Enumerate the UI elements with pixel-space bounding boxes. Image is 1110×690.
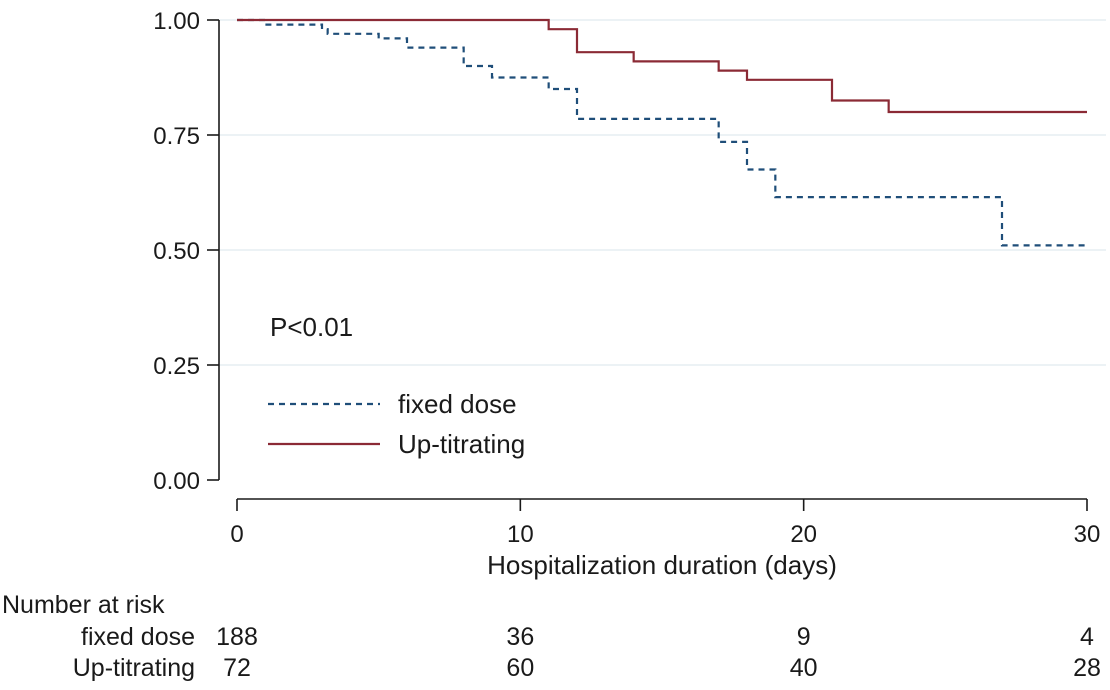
risk-row-label-1: Up-titrating: [73, 654, 195, 682]
risk-value-1-1: 60: [506, 654, 534, 682]
risk-row-label-0: fixed dose: [81, 623, 195, 651]
x-ticks: 0 10 20 30: [230, 499, 1100, 548]
legend-label-1: Up-titrating: [398, 429, 525, 459]
survival-curves: [237, 18, 1087, 247]
y-tick-label-1: 0.25: [153, 353, 200, 380]
risk-value-0-2: 9: [797, 623, 811, 651]
number-at-risk-table: Number at risk fixed dose 188 36 9 4 Up-titra…: [2, 591, 1101, 682]
y-tick-label-4: 1.00: [153, 8, 200, 35]
axes: [218, 20, 1087, 500]
risk-value-1-3: 28: [1073, 654, 1101, 682]
risk-value-0-3: 4: [1080, 623, 1094, 651]
legend-label-0: fixed dose: [398, 389, 517, 419]
y-ticks: 0.00 0.25 0.50 0.75 1.00: [153, 8, 219, 495]
risk-value-1-2: 40: [790, 654, 818, 682]
legend: fixed dose Up-titrating: [268, 389, 525, 459]
y-tick-label-2: 0.50: [153, 238, 200, 265]
risk-table-title: Number at risk: [2, 591, 165, 619]
risk-value-0-1: 36: [506, 623, 534, 651]
series-line-fixed-dose: [237, 18, 1087, 247]
x-tick-label-2: 20: [790, 521, 817, 548]
risk-value-1-0: 72: [223, 654, 251, 682]
x-tick-label-1: 10: [507, 521, 534, 548]
y-tick-label-0: 0.00: [153, 468, 200, 495]
p-value-annotation: P<0.01: [270, 312, 353, 342]
y-tick-label-3: 0.75: [153, 123, 200, 150]
series-line-up-titrating: [237, 18, 1087, 114]
risk-value-0-0: 188: [216, 623, 258, 651]
x-axis-label: Hospitalization duration (days): [487, 550, 837, 580]
x-tick-label-0: 0: [230, 521, 243, 548]
x-tick-label-3: 30: [1074, 521, 1101, 548]
